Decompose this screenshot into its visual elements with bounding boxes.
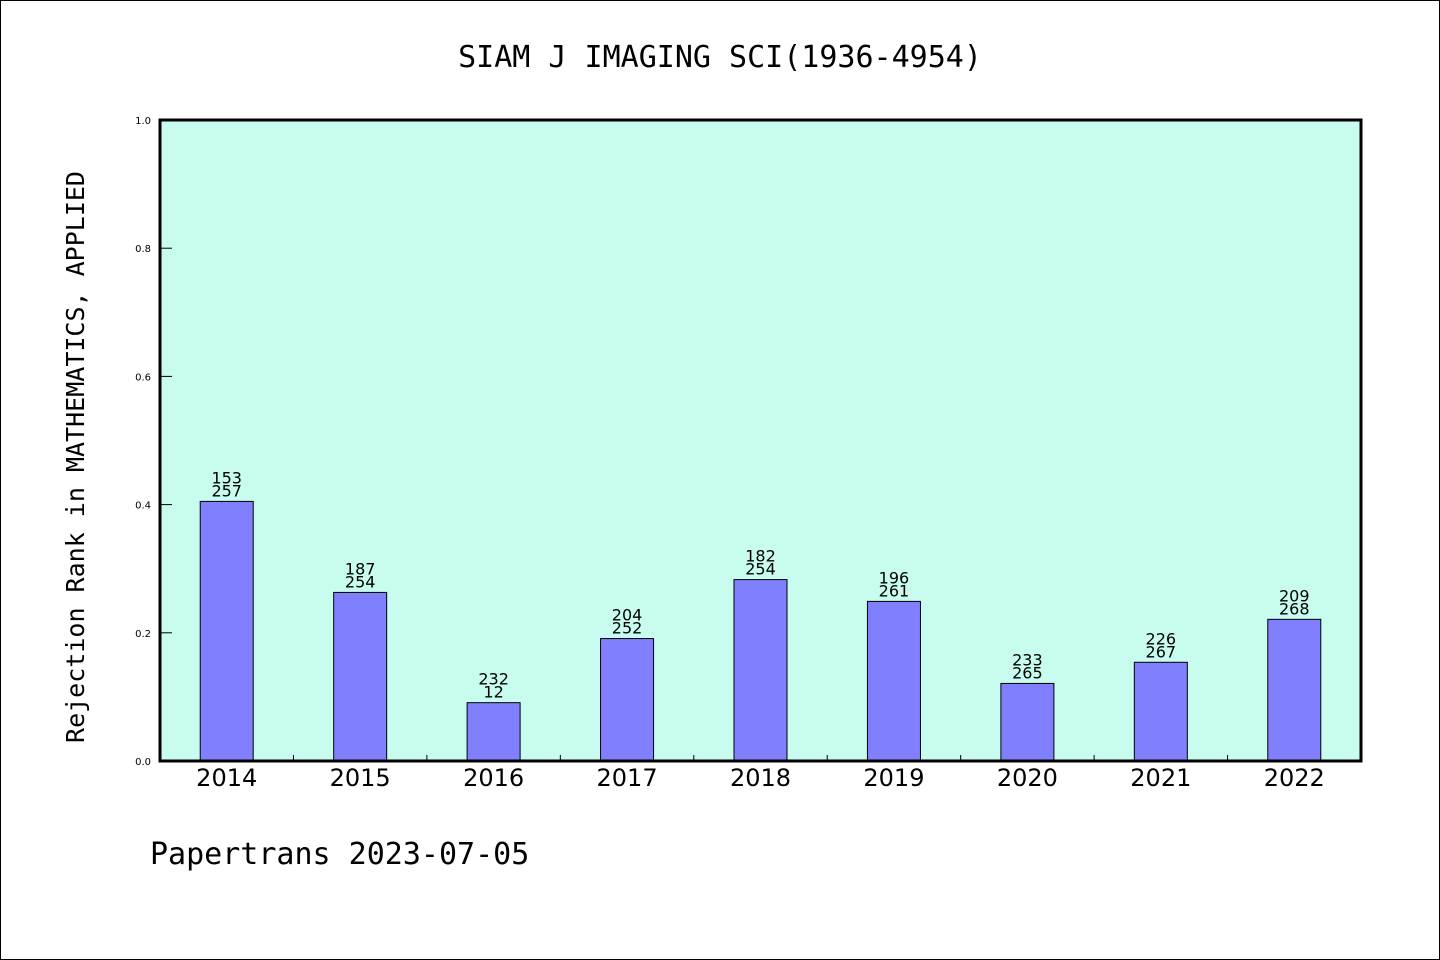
data-label-top: 233 bbox=[1012, 650, 1043, 669]
y-tick-label: 0.2 bbox=[135, 629, 151, 640]
bar-2022 bbox=[1267, 618, 1322, 762]
data-label-bottom: 257 bbox=[211, 481, 242, 500]
y-axis-ticks: 0.0 0.2 0.4 0.6 0.8 1.0 bbox=[135, 116, 172, 768]
bar-2016 bbox=[466, 702, 521, 762]
bar-2014 bbox=[199, 500, 254, 762]
x-tick-label: 2020 bbox=[997, 764, 1058, 792]
data-label-bottom: 252 bbox=[612, 619, 643, 638]
data-label-top: 153 bbox=[211, 468, 242, 487]
x-tick-label: 2021 bbox=[1130, 764, 1191, 792]
data-label-bottom: 261 bbox=[879, 581, 910, 600]
data-label-bottom: 268 bbox=[1279, 599, 1310, 618]
bar-2020 bbox=[1000, 682, 1055, 762]
y-tick-label: 0.0 bbox=[135, 757, 151, 768]
y-tick-label: 0.6 bbox=[135, 372, 151, 383]
x-tick-label: 2022 bbox=[1264, 764, 1325, 792]
data-label-top: 204 bbox=[612, 606, 643, 625]
x-axis-ticks: 2014 2015 2016 2017 2018 2019 2020 2021 2022 bbox=[196, 755, 1325, 792]
data-label-top: 196 bbox=[879, 568, 910, 587]
x-tick-label: 2015 bbox=[330, 764, 391, 792]
chart-title: SIAM J IMAGING SCI(1936-4954) bbox=[458, 40, 982, 75]
bar-2019 bbox=[866, 600, 921, 762]
data-label-top: 232 bbox=[478, 670, 509, 689]
footer-text: Papertrans 2023-07-05 bbox=[150, 837, 529, 872]
y-tick-label: 0.8 bbox=[135, 244, 151, 255]
data-label-bottom: 265 bbox=[1012, 663, 1043, 682]
x-tick-label: 2017 bbox=[597, 764, 658, 792]
bar-2015 bbox=[333, 591, 388, 762]
y-tick-label: 0.4 bbox=[135, 501, 151, 512]
x-tick-label: 2019 bbox=[863, 764, 924, 792]
bar-2021 bbox=[1133, 661, 1188, 762]
data-label-bottom: 254 bbox=[745, 560, 776, 579]
data-label-bottom: 267 bbox=[1146, 642, 1177, 661]
x-tick-label: 2014 bbox=[196, 764, 257, 792]
x-tick-label: 2016 bbox=[463, 764, 524, 792]
data-label-top: 209 bbox=[1279, 586, 1310, 605]
bar-2018 bbox=[733, 579, 788, 762]
data-label-top: 226 bbox=[1146, 629, 1177, 648]
y-axis-label: Rejection Rank in MATHEMATICS, APPLIED bbox=[61, 171, 90, 743]
plot-border bbox=[158, 118, 1363, 763]
data-label-top: 187 bbox=[345, 559, 376, 578]
data-label-bottom: 12 bbox=[483, 683, 503, 702]
x-tick-label: 2018 bbox=[730, 764, 791, 792]
bar-2017 bbox=[600, 638, 655, 762]
data-label-bottom: 254 bbox=[345, 572, 376, 591]
bars bbox=[199, 500, 1322, 762]
data-label-top: 182 bbox=[745, 547, 776, 566]
y-tick-label: 1.0 bbox=[135, 116, 151, 127]
